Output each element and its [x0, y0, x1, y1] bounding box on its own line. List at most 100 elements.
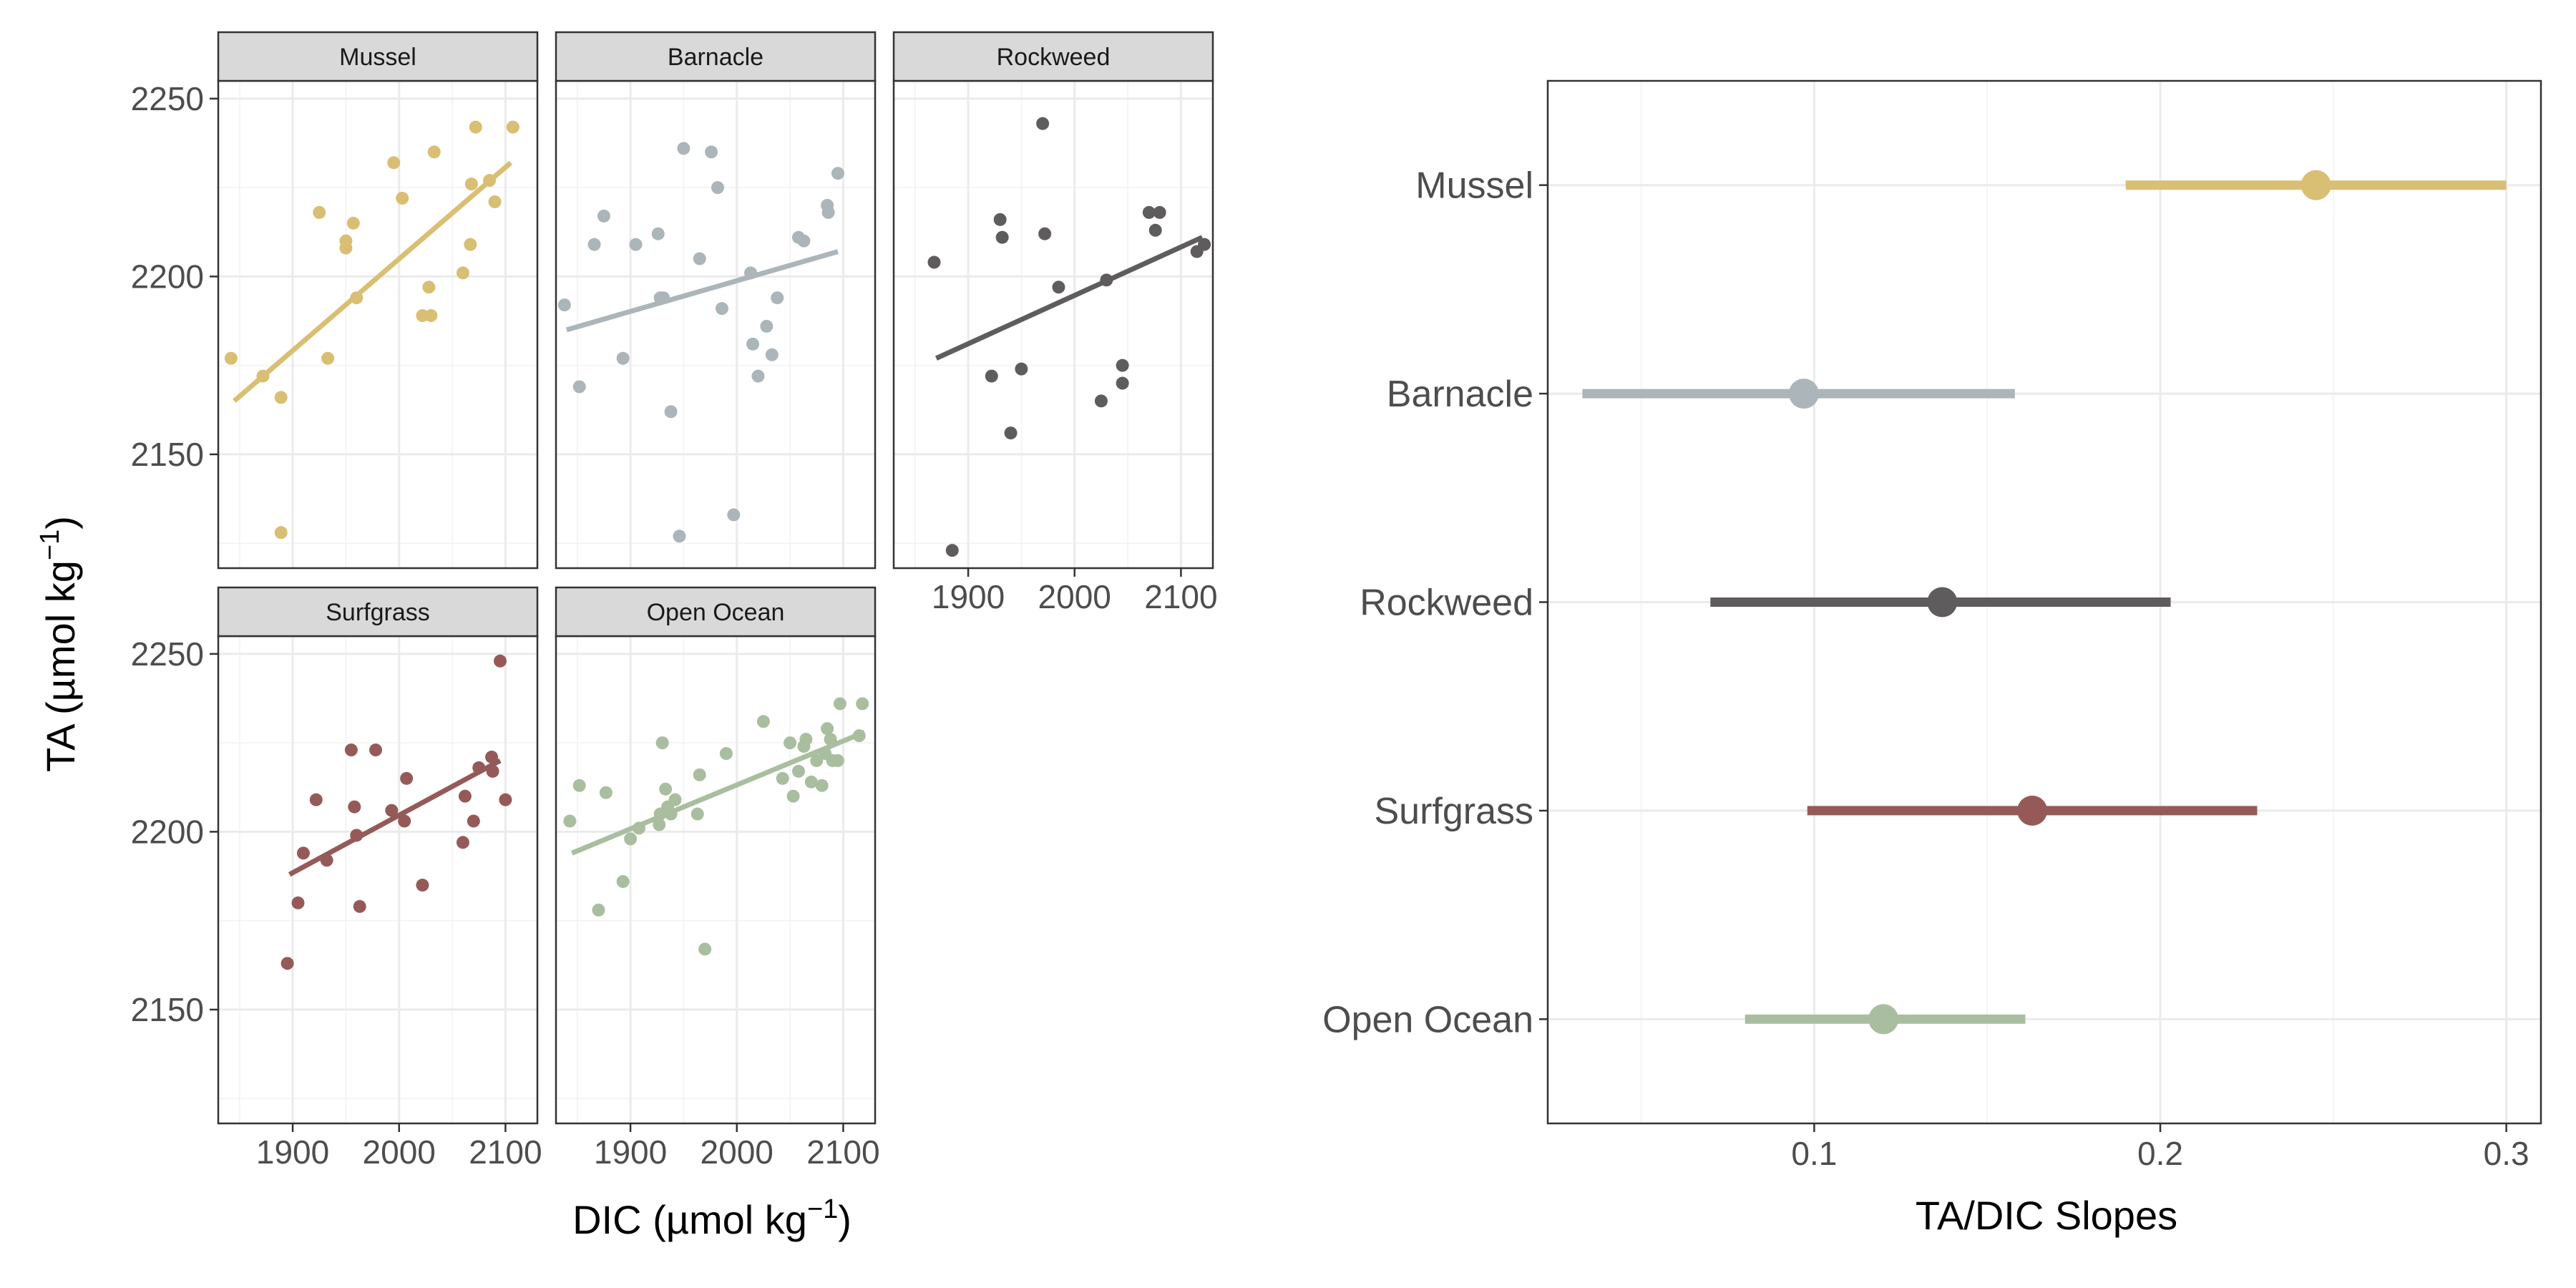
data-point [765, 348, 779, 361]
data-point [1015, 362, 1028, 376]
panel-background [894, 81, 1213, 568]
data-point [224, 351, 238, 365]
y-tick-label: 2250 [131, 635, 204, 673]
data-point [668, 793, 682, 806]
data-point [945, 544, 959, 557]
data-point [756, 715, 770, 728]
facet-strip-label: Mussel [339, 44, 416, 71]
data-point [616, 874, 630, 888]
data-point [653, 818, 666, 831]
data-point [791, 764, 805, 778]
data-point [705, 145, 718, 159]
data-point [563, 814, 577, 828]
data-point [784, 736, 797, 750]
estimate-point [2017, 795, 2048, 826]
y-tick-label: 2150 [131, 436, 204, 473]
pointrange-mussel: Mussel [1415, 165, 2507, 207]
data-point [1198, 238, 1211, 251]
x-tick-label: 2000 [701, 1133, 774, 1171]
facet-surfgrass: Surfgrass 2150 2200 2250 1900 2000 2100 [131, 586, 542, 1171]
data-point [1052, 280, 1065, 294]
facet-strip [555, 586, 877, 638]
data-point [677, 142, 691, 155]
trend-line [565, 249, 839, 333]
data-point [651, 227, 665, 240]
data-point [799, 733, 813, 746]
data-point [664, 405, 678, 419]
data-point [309, 793, 323, 806]
x-tick-label: 1900 [256, 1133, 329, 1171]
data-point [629, 238, 643, 251]
data-point [572, 380, 586, 394]
data-point [1116, 376, 1129, 390]
data-point [456, 836, 469, 849]
y-tick-label: 2150 [131, 991, 204, 1028]
data-point [346, 216, 360, 230]
estimate-point [1927, 587, 1958, 618]
data-point [464, 238, 477, 251]
data-point [493, 654, 507, 668]
category-label: Open Ocean [1322, 999, 1533, 1040]
data-point [427, 145, 441, 159]
category-label: Rockweed [1360, 582, 1533, 624]
data-point [698, 942, 712, 956]
slope-pointrange-chart: Mussel Barnacle Rockweed Surfgrass Open Ocea… [1322, 79, 2542, 1172]
data-point [274, 391, 288, 404]
x-tick-label: 1900 [932, 578, 1005, 615]
data-point [993, 213, 1007, 226]
data-point [422, 280, 436, 294]
x-tick-label: 0.1 [1791, 1135, 1837, 1172]
facet-strip [555, 31, 877, 82]
data-point [296, 847, 310, 860]
data-point [1148, 223, 1162, 237]
data-point [659, 782, 673, 796]
y-tick-label: 2200 [131, 813, 204, 850]
facet-x-axis-title: DIC (µmol kg−1) [572, 1194, 852, 1242]
data-point [797, 234, 811, 248]
facet-strip-label: Open Ocean [647, 599, 785, 626]
facet-open-ocean: Open Ocean 1900 2000 2100 [555, 586, 880, 1171]
data-point [1038, 227, 1052, 240]
data-point [339, 241, 353, 255]
data-point [353, 899, 366, 913]
estimate-point [1788, 379, 1819, 409]
x-tick-label: 1900 [594, 1133, 667, 1171]
data-point [398, 814, 411, 828]
estimate-point [2301, 170, 2331, 200]
data-point [313, 205, 326, 219]
data-point [831, 167, 844, 180]
data-point [655, 736, 669, 750]
data-point [280, 957, 294, 970]
data-point [693, 252, 706, 265]
pointrange-surfgrass: Surfgrass [1374, 791, 2258, 832]
facet-scatter-chart: Mussel 2150 2200 2250 Barnacle Rockweed 1900 20… [131, 31, 1218, 1171]
category-label: Barnacle [1387, 374, 1533, 415]
data-point [467, 814, 480, 828]
facet-strip [892, 31, 1214, 82]
data-point [746, 337, 760, 351]
data-point [1142, 205, 1156, 219]
data-point [715, 302, 728, 316]
data-point [506, 120, 519, 134]
data-point [592, 903, 605, 917]
data-point [821, 722, 834, 736]
data-point [727, 508, 741, 522]
trend-line [233, 160, 513, 404]
data-point [691, 807, 704, 821]
data-point [616, 351, 630, 365]
data-point [831, 753, 844, 767]
estimate-point [1868, 1004, 1899, 1035]
facet-strip-label: Surfgrass [326, 599, 430, 626]
data-point [821, 205, 835, 219]
data-point [760, 319, 774, 333]
data-point [597, 209, 610, 223]
category-label: Mussel [1415, 165, 1533, 207]
facet-rockweed: Rockweed 1900 2000 2100 [892, 31, 1218, 615]
data-point [985, 369, 998, 383]
data-point [927, 255, 941, 269]
data-point [469, 120, 482, 134]
trend-line [570, 729, 866, 856]
facet-mussel: Mussel 2150 2200 2250 [131, 31, 539, 570]
data-point [572, 779, 586, 792]
